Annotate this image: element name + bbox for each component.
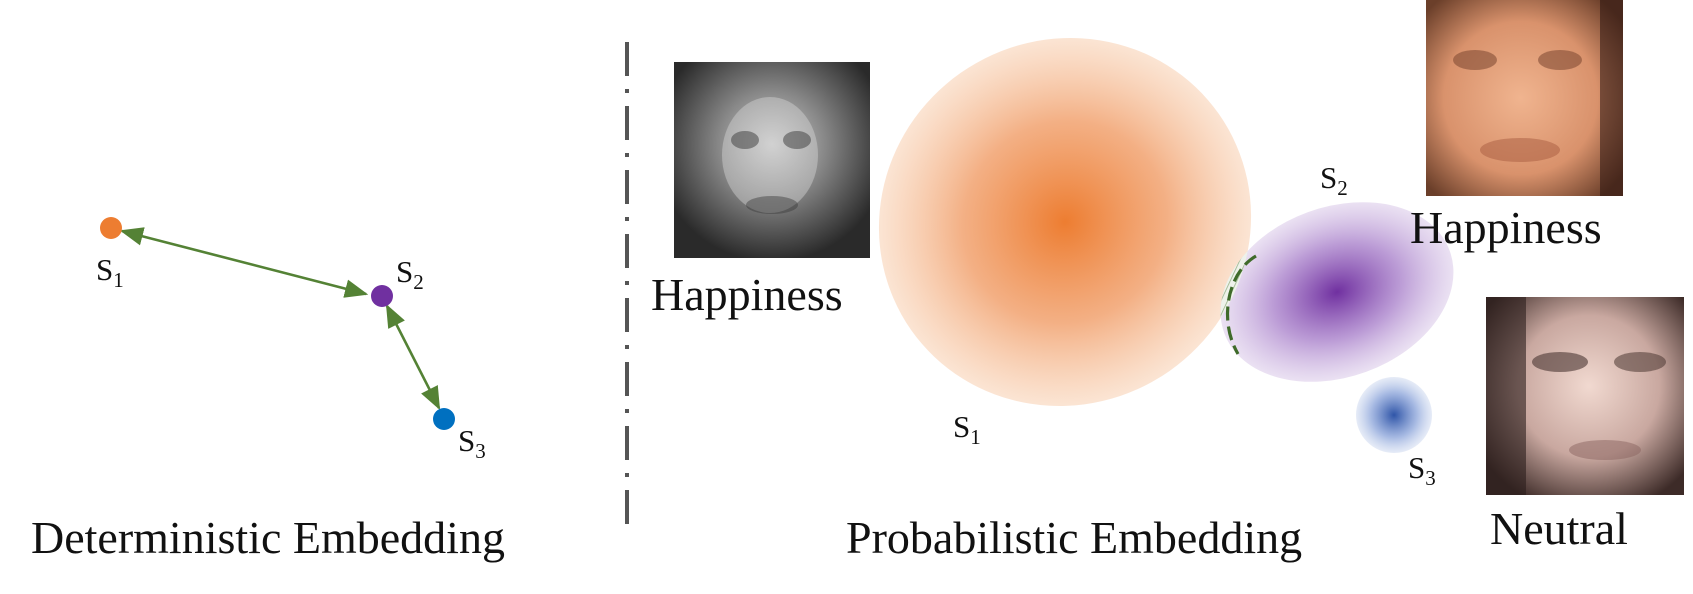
label-s2-probabilistic-sub: 2 xyxy=(1337,176,1348,200)
face-label-s2: Happiness xyxy=(1410,202,1602,253)
arrow-s2-s3 xyxy=(385,303,441,411)
label-s2-deterministic-sub: 2 xyxy=(413,270,424,294)
face-label-s1: Happiness xyxy=(651,269,843,320)
distribution-s3 xyxy=(1356,377,1432,453)
face-image-s3 xyxy=(1486,297,1684,495)
label-s3-deterministic: S3 xyxy=(458,425,486,462)
label-s3-deterministic-sub: 3 xyxy=(475,439,486,463)
face-label-s3: Neutral xyxy=(1490,503,1628,554)
label-s3-probabilistic-text: S xyxy=(1408,450,1426,485)
distribution-s2 xyxy=(1220,202,1454,382)
label-s1-deterministic-text: S xyxy=(96,252,114,287)
face-image-s1 xyxy=(674,62,870,258)
label-s1-probabilistic: S1 xyxy=(953,411,981,448)
face-image-s2 xyxy=(1426,0,1623,196)
label-s2-probabilistic-text: S xyxy=(1320,160,1338,195)
label-s2-probabilistic: S2 xyxy=(1320,162,1348,199)
point-s1 xyxy=(100,217,122,239)
caption-deterministic: Deterministic Embedding xyxy=(31,512,505,563)
deterministic-embedding xyxy=(100,217,455,430)
probabilistic-embedding xyxy=(878,38,1454,453)
label-s1-probabilistic-sub: 1 xyxy=(970,425,981,449)
label-s2-deterministic-text: S xyxy=(396,254,414,289)
point-s3 xyxy=(433,408,455,430)
label-s1-probabilistic-text: S xyxy=(953,409,971,444)
distribution-s1 xyxy=(878,38,1252,406)
point-s2 xyxy=(371,285,393,307)
overlap-boundary xyxy=(1225,254,1257,355)
label-s3-probabilistic: S3 xyxy=(1408,452,1436,489)
label-s1-deterministic: S1 xyxy=(96,254,124,291)
label-s2-deterministic: S2 xyxy=(396,256,424,293)
label-s3-deterministic-text: S xyxy=(458,423,476,458)
arrow-s1-s2 xyxy=(119,227,369,298)
label-s3-probabilistic-sub: 3 xyxy=(1425,466,1436,490)
caption-probabilistic: Probabilistic Embedding xyxy=(846,512,1303,563)
label-s1-deterministic-sub: 1 xyxy=(113,268,124,292)
